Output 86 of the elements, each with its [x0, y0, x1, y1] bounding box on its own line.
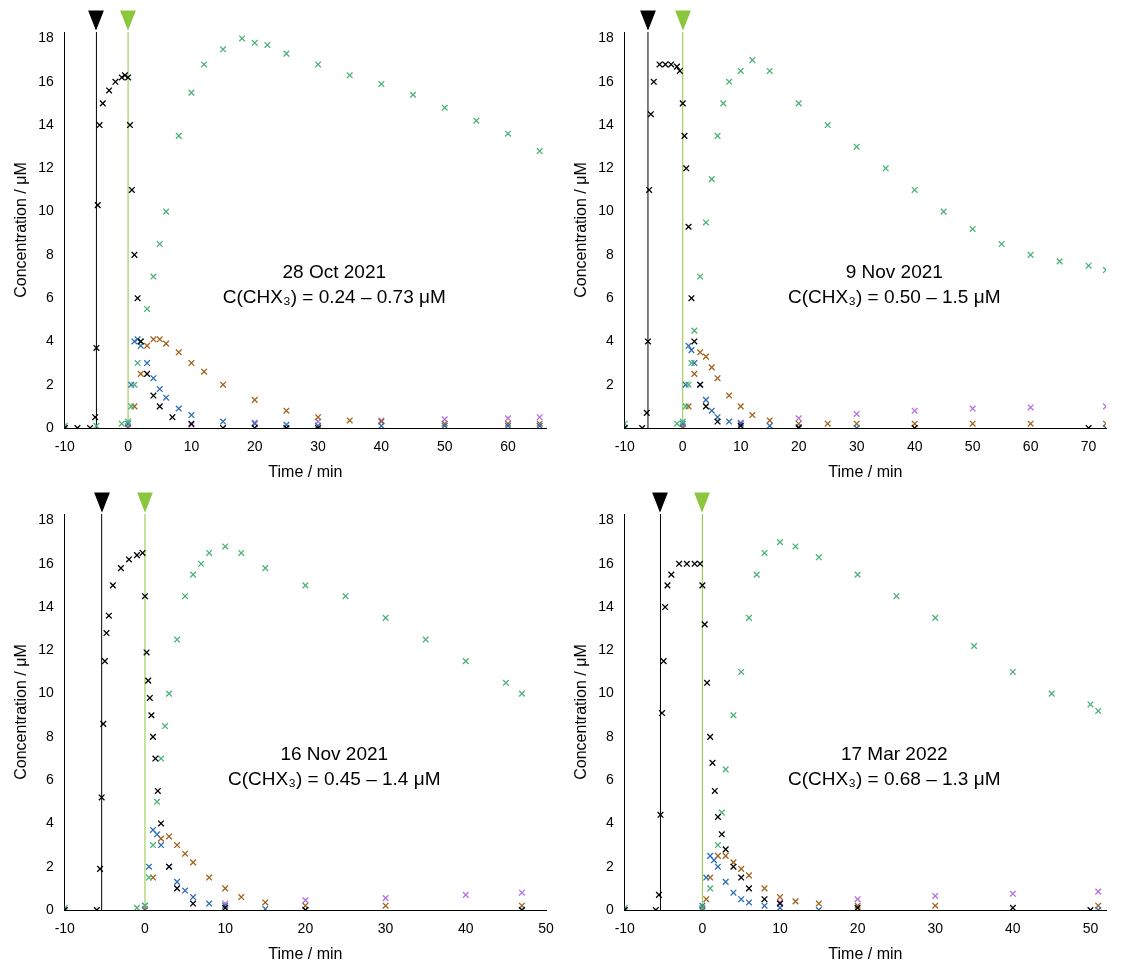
y-tick-label: 12 [598, 159, 614, 176]
x-tick-label: 10 [217, 920, 234, 937]
y-tick-label: 8 [605, 245, 614, 262]
annotation: C(CHX₃) = 0.68 – 1.3 μM [788, 767, 1001, 789]
x-tick-label: 10 [183, 438, 200, 455]
y-tick-label: 18 [598, 511, 614, 528]
x-tick-label: 50 [964, 438, 981, 455]
y-tick-label: 4 [45, 332, 54, 349]
y-tick-label: 4 [605, 814, 614, 831]
y-tick-label: 8 [605, 727, 614, 744]
y-tick-label: 14 [38, 115, 54, 132]
y-tick-label: 6 [605, 289, 614, 306]
x-tick-label: -10 [54, 438, 76, 455]
y-axis-title: Concentration / μM [12, 162, 30, 298]
x-tick-label: 50 [1082, 920, 1099, 937]
x-tick-label: -10 [614, 920, 636, 937]
x-tick-label: 20 [246, 438, 263, 455]
x-tick-label: 20 [849, 920, 866, 937]
x-tick-label: -10 [614, 438, 636, 455]
y-tick-label: 16 [38, 554, 54, 571]
annotation: 28 Oct 2021 [282, 260, 387, 282]
y-tick-label: 14 [598, 597, 614, 614]
annotation: 17 Mar 2022 [840, 742, 948, 764]
y-tick-label: 10 [598, 202, 614, 219]
annotation: C(CHX₃) = 0.50 – 1.5 μM [788, 285, 1001, 307]
y-tick-label: 16 [38, 72, 54, 89]
y-tick-label: 6 [605, 771, 614, 788]
y-axis-title: Concentration / μM [572, 644, 590, 780]
x-tick-label: 70 [1080, 438, 1097, 455]
x-tick-label: 60 [500, 438, 517, 455]
y-tick-label: 16 [598, 554, 614, 571]
y-tick-label: 4 [45, 814, 54, 831]
x-tick-label: 0 [124, 438, 133, 455]
y-tick-label: 14 [38, 597, 54, 614]
y-tick-label: 4 [605, 332, 614, 349]
x-tick-label: 50 [538, 920, 554, 937]
y-tick-label: 2 [605, 857, 614, 874]
x-tick-label: 30 [848, 438, 865, 455]
x-tick-label: 0 [141, 920, 150, 937]
y-axis-title: Concentration / μM [12, 644, 30, 780]
y-tick-label: 2 [45, 375, 54, 392]
y-tick-label: 8 [45, 727, 54, 744]
y-tick-label: 16 [598, 72, 614, 89]
x-tick-label: -10 [54, 920, 76, 937]
x-tick-label: 30 [310, 438, 327, 455]
y-tick-label: 12 [38, 641, 54, 658]
x-tick-label: 0 [698, 920, 707, 937]
y-tick-label: 10 [598, 684, 614, 701]
annotation: 9 Nov 2021 [845, 260, 943, 282]
x-tick-label: 40 [458, 920, 474, 937]
y-tick-label: 18 [598, 29, 614, 46]
y-tick-label: 10 [38, 202, 54, 219]
y-tick-label: 12 [598, 641, 614, 658]
y-tick-label: 2 [45, 857, 54, 874]
x-axis-title: Time / min [268, 462, 343, 480]
x-tick-label: 30 [377, 920, 394, 937]
y-tick-label: 10 [38, 684, 54, 701]
x-axis-title: Time / min [828, 944, 903, 962]
x-tick-label: 20 [297, 920, 314, 937]
x-tick-label: 50 [436, 438, 453, 455]
x-tick-label: 10 [732, 438, 749, 455]
x-tick-label: 40 [906, 438, 923, 455]
y-tick-label: 12 [38, 159, 54, 176]
y-tick-label: 14 [598, 115, 614, 132]
annotation: C(CHX₃) = 0.45 – 1.4 μM [228, 767, 441, 789]
y-tick-label: 18 [38, 29, 54, 46]
annotation: 16 Nov 2021 [280, 742, 389, 764]
y-axis-title: Concentration / μM [572, 162, 590, 298]
y-tick-label: 2 [605, 375, 614, 392]
x-axis-title: Time / min [828, 462, 903, 480]
x-tick-label: 30 [927, 920, 944, 937]
y-tick-label: 18 [38, 511, 54, 528]
y-tick-label: 0 [45, 418, 54, 435]
x-tick-label: 40 [373, 438, 390, 455]
y-tick-label: 6 [45, 289, 54, 306]
annotation: C(CHX₃) = 0.24 – 0.73 μM [222, 285, 446, 307]
x-tick-label: 10 [772, 920, 788, 937]
x-tick-label: 40 [1005, 920, 1021, 937]
x-tick-label: 60 [1022, 438, 1039, 455]
x-axis-title: Time / min [268, 944, 343, 962]
x-tick-label: 20 [790, 438, 807, 455]
y-tick-label: 0 [605, 900, 614, 917]
y-tick-label: 6 [45, 771, 54, 788]
y-tick-label: 0 [45, 900, 54, 917]
y-tick-label: 8 [45, 245, 54, 262]
x-tick-label: 0 [678, 438, 687, 455]
